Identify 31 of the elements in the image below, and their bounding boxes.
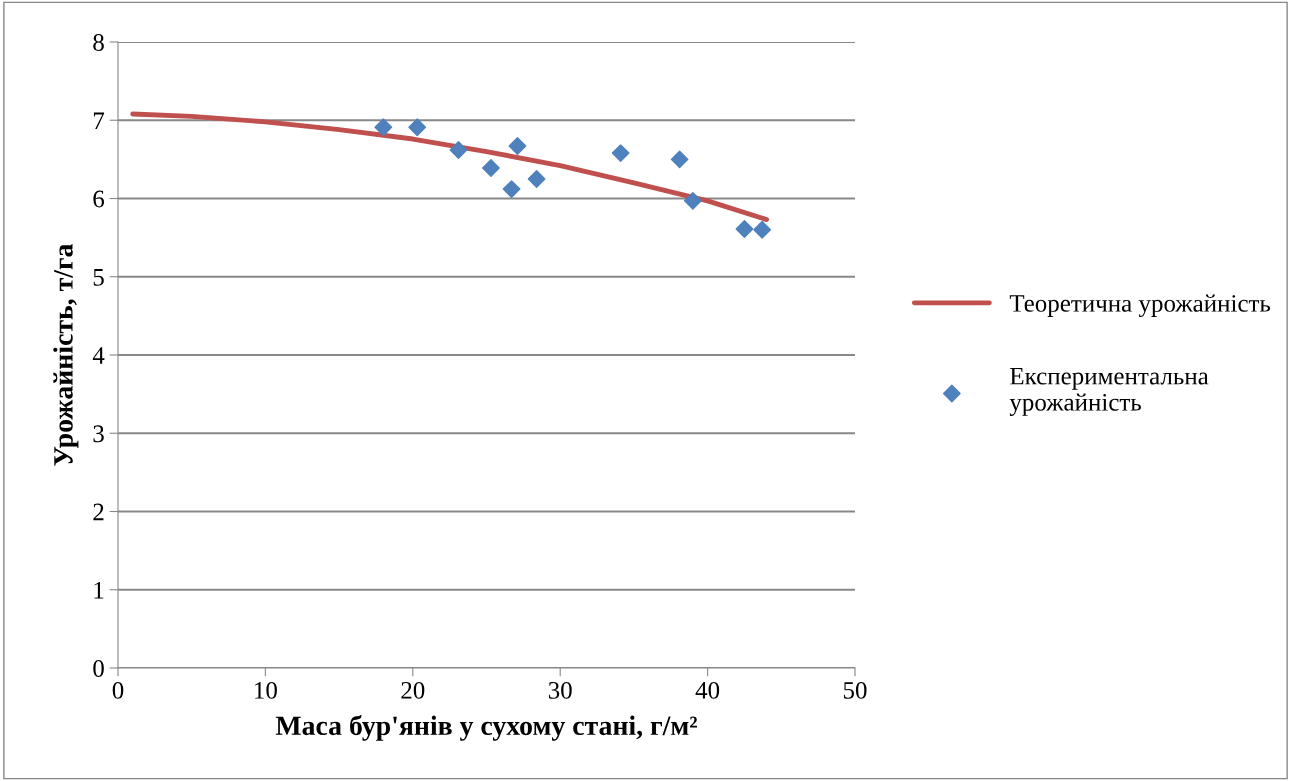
y-tick-label: 3 xyxy=(93,425,104,443)
x-axis-title: Маса бур'янів у сухому стані, г/м² xyxy=(275,714,697,741)
y-tick-label: 4 xyxy=(92,347,105,364)
point xyxy=(753,220,772,239)
x-tick-label: 50 xyxy=(843,681,867,699)
x-tick-label: 10 xyxy=(255,681,277,699)
y-tick-label: 6 xyxy=(93,190,105,208)
point xyxy=(508,137,527,155)
y-tick-label: 8 xyxy=(93,34,104,51)
point xyxy=(449,141,468,159)
point xyxy=(527,170,546,188)
y-tick-label: 7 xyxy=(93,112,105,129)
point xyxy=(374,118,393,137)
point xyxy=(683,191,702,210)
x-tick-label: 30 xyxy=(548,681,572,699)
x-tick-label: 20 xyxy=(401,681,425,699)
point xyxy=(735,220,754,238)
y-tick-label: 2 xyxy=(93,503,104,521)
point xyxy=(482,159,500,177)
point xyxy=(670,150,689,169)
legend-label: Теоретична урожайність xyxy=(1009,294,1271,318)
x-tick-label: 0 xyxy=(112,681,124,699)
point xyxy=(502,180,521,199)
y-tick-label: 5 xyxy=(93,269,104,286)
y-axis-title: Урожайність, т/га xyxy=(53,243,79,466)
point xyxy=(611,144,630,163)
x-tick-label: 40 xyxy=(695,681,720,699)
legend-label: Експериментальна урожайність xyxy=(1009,367,1209,416)
point xyxy=(408,118,427,137)
y-tick-label: 0 xyxy=(93,660,104,677)
y-tick-label: 1 xyxy=(94,581,104,599)
